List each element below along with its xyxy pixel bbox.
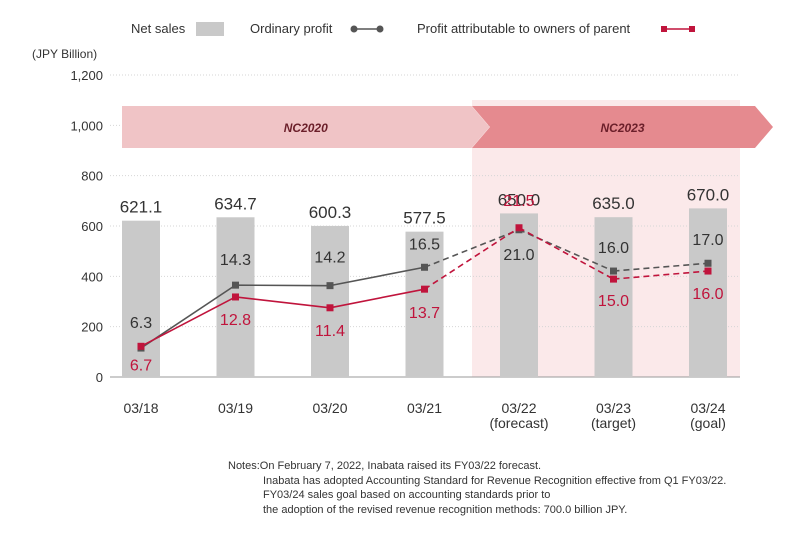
line-value-label: 17.0	[692, 232, 723, 249]
line-value-label: 12.8	[220, 312, 251, 329]
profit-parent-marker	[610, 275, 617, 283]
series-segment	[613, 270, 709, 280]
series-segment	[329, 266, 425, 287]
notes: Notes:On February 7, 2022, Inabata raise…	[228, 459, 726, 517]
line-value-label: 6.7	[130, 357, 152, 374]
line-value-label: 14.2	[314, 250, 345, 267]
ordinary-profit-marker	[326, 282, 334, 290]
bar-value-label: 577.5	[403, 209, 446, 228]
note-line: Notes:On February 7, 2022, Inabata raise…	[228, 460, 542, 472]
series-segment	[518, 229, 614, 272]
line-value-label: 11.4	[315, 323, 345, 340]
period-label: NC2023	[600, 121, 644, 135]
series-segment	[329, 288, 425, 309]
profit-parent-marker	[137, 342, 145, 350]
bar-value-label: 621.1	[120, 198, 163, 217]
x-tick-label: (forecast)	[489, 415, 548, 431]
ordinary-profit-marker	[610, 267, 617, 275]
line-value-label: 6.3	[130, 315, 152, 332]
legend-profit-parent-label: Profit attributable to owners of parent	[417, 21, 631, 36]
y-tick-label: 400	[81, 269, 103, 284]
bar	[594, 217, 633, 377]
bar-value-label: 670.0	[687, 185, 730, 204]
period-arrow	[122, 106, 490, 148]
profit-parent-marker	[326, 304, 334, 312]
x-tick-label: 03/23	[596, 400, 631, 416]
legend-ordinary-profit-marker	[376, 25, 384, 33]
bar	[500, 213, 538, 377]
bar-value-label: 634.7	[214, 194, 257, 213]
note-line: Inabata has adopted Accounting Standard …	[263, 474, 727, 487]
x-tick-label: (goal)	[690, 415, 726, 431]
y-tick-label: 0	[96, 370, 103, 385]
y-axis-unit: (JPY Billion)	[32, 47, 97, 61]
ordinary-profit-marker	[421, 263, 428, 271]
bar-value-label: 650.0	[498, 190, 541, 209]
legend-net-sales-swatch	[196, 22, 224, 36]
series-segment	[613, 262, 709, 272]
legend-profit-parent-marker	[661, 26, 667, 32]
profit-parent-marker	[515, 224, 523, 232]
legend-ordinary-profit-label: Ordinary profit	[250, 21, 333, 36]
ordinary-profit-marker	[232, 281, 239, 289]
line-value-label: 16.0	[598, 240, 629, 257]
legend-ordinary-profit-marker	[350, 25, 358, 33]
series-segment	[518, 227, 614, 280]
bar-value-label: 600.3	[309, 203, 352, 222]
profit-parent-marker	[232, 293, 239, 301]
y-tick-label: 600	[81, 219, 103, 234]
line-value-label: 16.5	[409, 236, 440, 253]
bar	[689, 208, 727, 377]
legend-net-sales-label: Net sales	[131, 21, 186, 36]
period-arrow	[472, 106, 773, 148]
y-tick-label: 200	[81, 320, 103, 335]
profit-parent-marker	[421, 285, 428, 293]
x-tick-label: (target)	[591, 415, 636, 431]
legend-profit-parent-marker	[689, 26, 695, 32]
x-tick-label: 03/24	[690, 400, 725, 416]
x-tick-label: 03/19	[218, 400, 253, 416]
line-value-label: 21.0	[503, 247, 534, 264]
series-segment	[424, 229, 520, 269]
bar	[122, 220, 160, 377]
line-value-label: 16.0	[692, 286, 723, 303]
series-segment	[140, 296, 236, 348]
profit-parent-marker	[704, 267, 712, 275]
y-tick-label: 800	[81, 169, 103, 184]
period-label: NC2020	[284, 121, 328, 135]
ordinary-profit-marker	[704, 259, 712, 267]
note-line: FY03/24 sales goal based on accounting s…	[263, 489, 551, 501]
line-value-label: 15.0	[598, 293, 629, 310]
y-tick-label: 1,200	[70, 68, 103, 83]
line-value-label: 13.7	[409, 305, 440, 322]
bar	[405, 231, 444, 377]
x-tick-label: 03/22	[501, 400, 536, 416]
series-segment	[424, 227, 520, 290]
series-segment	[235, 296, 331, 309]
series-segment	[235, 284, 331, 287]
x-tick-label: 03/18	[123, 400, 158, 416]
line-value-label: 14.3	[220, 252, 251, 269]
line-value-label: 21.5	[503, 193, 534, 210]
bar-value-label: 635.0	[592, 194, 635, 213]
note-line: the adoption of the revised revenue reco…	[263, 503, 628, 516]
y-tick-label: 1,000	[70, 118, 103, 133]
x-tick-label: 03/20	[312, 400, 347, 416]
x-tick-label: 03/21	[407, 400, 442, 416]
bar	[311, 225, 349, 377]
